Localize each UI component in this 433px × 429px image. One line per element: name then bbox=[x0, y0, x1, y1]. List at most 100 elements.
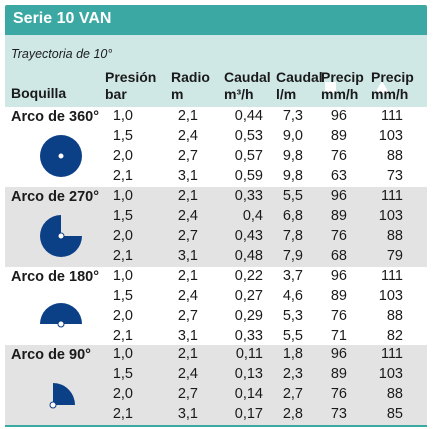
presion-value: 1,0 bbox=[112, 268, 133, 284]
precip-triangle-value: 103 bbox=[378, 128, 403, 144]
caudal-m3-value: 0,11 bbox=[235, 346, 263, 362]
caudal-m3-value: 0,4 bbox=[242, 208, 263, 224]
precip-square-value: 71 bbox=[330, 328, 347, 344]
caudal-m3-value: 0,29 bbox=[234, 308, 263, 324]
radio-value: 3,1 bbox=[177, 406, 198, 422]
caudal-m3-value: 0,33 bbox=[234, 328, 263, 344]
precip-square-value: 63 bbox=[330, 168, 347, 184]
col-header-caudal-l-unit: l/m bbox=[276, 86, 297, 102]
table-row: 1,0 2,1 0,44 7,3 96 111 bbox=[5, 107, 427, 127]
precip-square-value: 76 bbox=[330, 308, 347, 324]
col-header-precip-triangle-unit: mm/h bbox=[371, 86, 409, 102]
arc-180-icon bbox=[40, 303, 82, 328]
caudal-l-value: 3,7 bbox=[282, 268, 303, 284]
caudal-l-value: 4,6 bbox=[282, 288, 303, 304]
nozzle-label: Arco de 270° bbox=[11, 189, 100, 205]
precip-square-value: 73 bbox=[330, 406, 347, 422]
table-row: 1,5 2,4 0,4 6,8 89 103 bbox=[5, 207, 427, 227]
arc-90-icon bbox=[49, 383, 75, 409]
spec-table: Serie 10 VAN Trayectoria de 10° Boquilla… bbox=[5, 5, 427, 427]
col-header-boquilla: Boquilla bbox=[11, 85, 67, 101]
precip-triangle-value: 79 bbox=[386, 248, 403, 264]
nozzle-group-360: Arco de 360° 1,0 2,1 0,44 7,3 96 111 1,5… bbox=[5, 107, 427, 187]
table-row: 2,1 3,1 0,33 5,5 71 82 bbox=[5, 327, 427, 347]
caudal-m3-value: 0,48 bbox=[234, 248, 263, 264]
radio-value: 2,7 bbox=[177, 386, 198, 402]
presion-value: 2,0 bbox=[112, 148, 133, 164]
table-row: 2,0 2,7 0,43 7,8 76 88 bbox=[5, 227, 427, 247]
presion-value: 1,0 bbox=[112, 346, 133, 362]
presion-value: 2,0 bbox=[112, 228, 133, 244]
table-row: 1,0 2,1 0,11 1,8 96 111 bbox=[5, 345, 427, 365]
caudal-l-value: 9,8 bbox=[282, 168, 303, 184]
caudal-l-value: 5,3 bbox=[282, 308, 303, 324]
presion-value: 1,0 bbox=[112, 188, 133, 204]
precip-triangle-value: 82 bbox=[386, 328, 403, 344]
precip-square-value: 96 bbox=[330, 188, 347, 204]
caudal-m3-value: 0,14 bbox=[234, 386, 263, 402]
caudal-l-value: 7,8 bbox=[282, 228, 303, 244]
precip-square-value: 89 bbox=[330, 128, 347, 144]
nozzle-label: Arco de 360° bbox=[11, 109, 100, 125]
table-row: 1,0 2,1 0,22 3,7 96 111 bbox=[5, 267, 427, 287]
precip-square-value: 76 bbox=[330, 386, 347, 402]
presion-value: 1,0 bbox=[112, 108, 133, 124]
radio-value: 3,1 bbox=[177, 168, 198, 184]
caudal-l-value: 7,3 bbox=[282, 108, 303, 124]
presion-value: 2,1 bbox=[112, 168, 133, 184]
caudal-m3-value: 0,27 bbox=[234, 288, 263, 304]
presion-value: 1,5 bbox=[112, 208, 133, 224]
precip-square-value: 76 bbox=[330, 228, 347, 244]
table-row: 2,1 3,1 0,17 2,8 73 85 bbox=[5, 405, 427, 425]
triangle-icon bbox=[375, 81, 389, 93]
radio-value: 2,4 bbox=[177, 288, 198, 304]
precip-triangle-value: 88 bbox=[386, 308, 403, 324]
nozzle-group-270: Arco de 270° 1,0 2,1 0,33 5,5 96 111 1,5… bbox=[5, 187, 427, 267]
table-row: 1,5 2,4 0,13 2,3 89 103 bbox=[5, 365, 427, 385]
precip-square-value: 89 bbox=[330, 208, 347, 224]
precip-square-value: 96 bbox=[330, 108, 347, 124]
presion-value: 1,5 bbox=[112, 366, 133, 382]
precip-square-value: 96 bbox=[330, 346, 347, 362]
radio-value: 2,1 bbox=[177, 188, 198, 204]
caudal-l-value: 5,5 bbox=[282, 328, 303, 344]
radio-value: 3,1 bbox=[177, 328, 198, 344]
caudal-m3-value: 0,57 bbox=[234, 148, 263, 164]
precip-triangle-value: 88 bbox=[386, 228, 403, 244]
precip-triangle-value: 111 bbox=[380, 188, 403, 204]
caudal-l-value: 2,8 bbox=[282, 406, 303, 422]
caudal-l-value: 2,3 bbox=[282, 366, 303, 382]
precip-square-value: 96 bbox=[330, 268, 347, 284]
radio-value: 2,7 bbox=[177, 228, 198, 244]
col-header-caudal-l: Caudal bbox=[276, 69, 323, 85]
caudal-m3-value: 0,17 bbox=[234, 406, 263, 422]
col-header-presion: Presión bbox=[105, 69, 157, 85]
precip-square-value: 89 bbox=[330, 288, 347, 304]
caudal-m3-value: 0,22 bbox=[234, 268, 263, 284]
nozzle-group-180: Arco de 180° 1,0 2,1 0,22 3,7 96 111 1,5… bbox=[5, 267, 427, 347]
presion-value: 2,1 bbox=[112, 328, 133, 344]
precip-triangle-value: 103 bbox=[378, 288, 403, 304]
arc-360-icon bbox=[40, 135, 82, 177]
radio-value: 2,1 bbox=[177, 268, 198, 284]
radio-value: 2,4 bbox=[177, 208, 198, 224]
arc-270-icon bbox=[40, 215, 82, 257]
precip-square-value: 89 bbox=[330, 366, 347, 382]
precip-triangle-value: 88 bbox=[386, 148, 403, 164]
caudal-l-value: 6,8 bbox=[282, 208, 303, 224]
radio-value: 2,4 bbox=[177, 366, 198, 382]
caudal-l-value: 7,9 bbox=[282, 248, 303, 264]
col-header-caudal-m3: Caudal bbox=[224, 69, 271, 85]
trajectory-label: Trayectoria de 10° bbox=[11, 47, 113, 61]
table-row: 2,1 3,1 0,59 9,8 63 73 bbox=[5, 167, 427, 187]
caudal-l-value: 9,8 bbox=[282, 148, 303, 164]
presion-value: 2,0 bbox=[112, 386, 133, 402]
table-row: 2,0 2,7 0,14 2,7 76 88 bbox=[5, 385, 427, 405]
series-title: Serie 10 VAN bbox=[13, 10, 112, 27]
radio-value: 2,4 bbox=[177, 128, 198, 144]
presion-value: 2,0 bbox=[112, 308, 133, 324]
radio-value: 3,1 bbox=[177, 248, 198, 264]
nozzle-label: Arco de 90° bbox=[11, 347, 91, 363]
radio-value: 2,7 bbox=[177, 308, 198, 324]
precip-square-value: 76 bbox=[330, 148, 347, 164]
